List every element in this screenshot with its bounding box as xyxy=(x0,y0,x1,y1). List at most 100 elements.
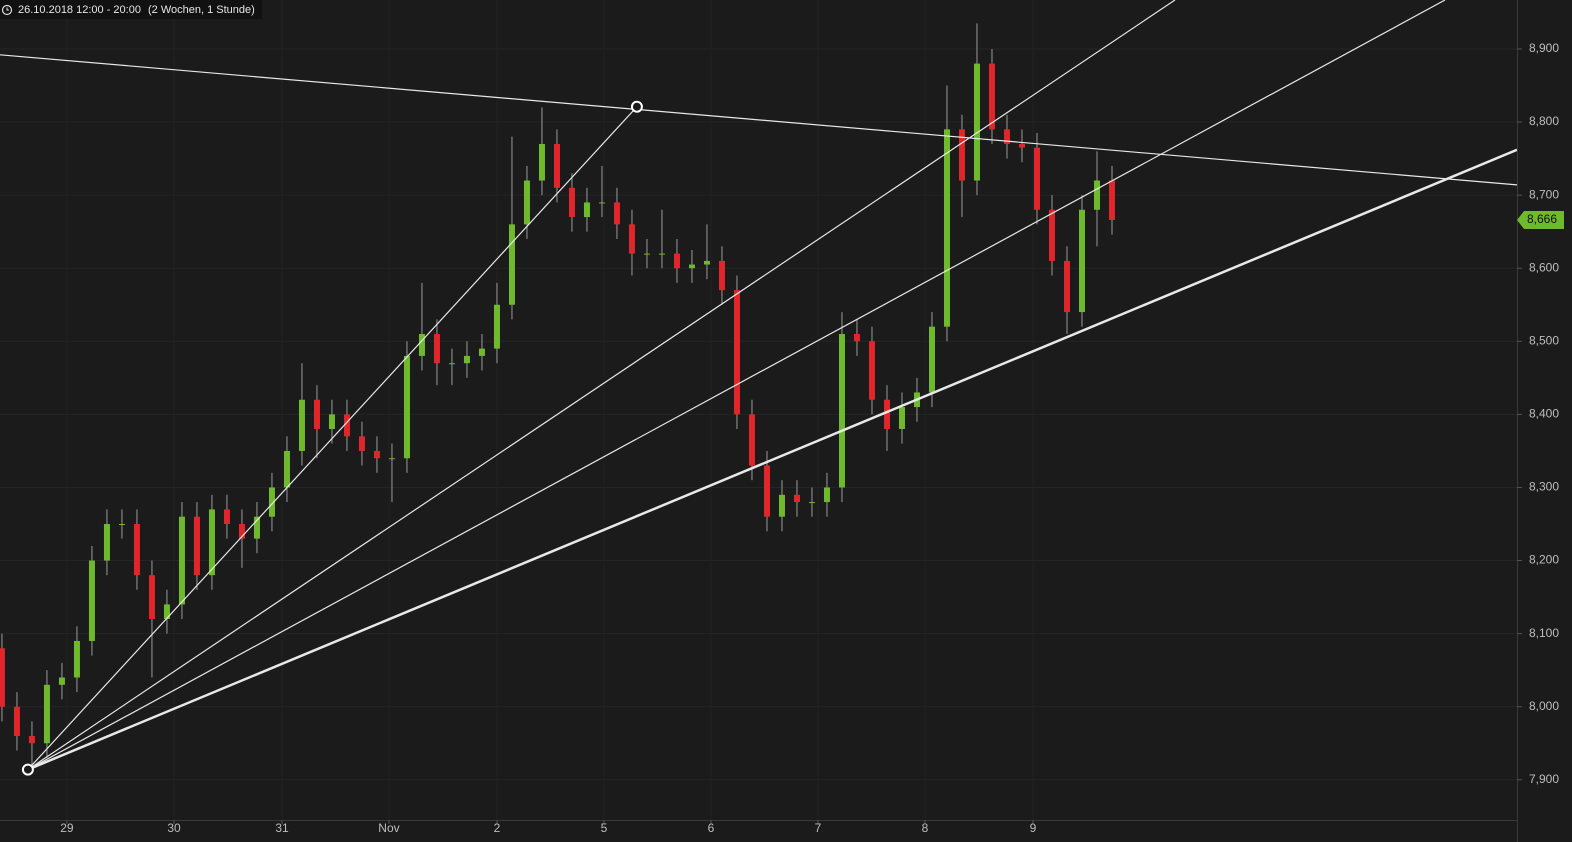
candle-body xyxy=(1108,180,1115,220)
candle-body xyxy=(703,260,710,265)
candle-body xyxy=(418,333,425,356)
candle-body xyxy=(748,414,755,466)
candle-body xyxy=(868,341,875,400)
y-tick-label: 8,000 xyxy=(1529,699,1559,713)
y-tick-label: 8,100 xyxy=(1529,626,1559,640)
candle-body xyxy=(898,407,905,430)
candle-body xyxy=(1048,209,1055,261)
x-tick-label: 5 xyxy=(601,821,608,835)
anchor-point xyxy=(21,763,34,776)
trend-line xyxy=(27,148,1517,771)
y-tick-label: 8,400 xyxy=(1529,407,1559,421)
candle-body xyxy=(1078,209,1085,313)
candle-body xyxy=(43,684,50,744)
chart-title: 26.10.2018 12:00 - 20:00 xyxy=(18,4,141,16)
candle-body xyxy=(523,180,530,225)
candle-body xyxy=(28,735,35,744)
candle-body xyxy=(58,677,65,685)
candle-body xyxy=(553,143,560,188)
candle-body xyxy=(643,253,650,255)
trend-line xyxy=(0,54,1517,186)
clock-icon xyxy=(1,4,13,16)
y-tick-label: 8,800 xyxy=(1529,114,1559,128)
chart-subtitle: (2 Wochen, 1 Stunde) xyxy=(148,4,255,16)
candle-body xyxy=(313,399,320,430)
candle-body xyxy=(658,253,665,255)
candle-body xyxy=(343,414,350,437)
candle-body xyxy=(148,575,155,620)
y-tick-label: 8,500 xyxy=(1529,333,1559,347)
candle-body xyxy=(223,509,230,525)
candle-body xyxy=(778,494,785,517)
candle-body xyxy=(0,648,5,707)
x-tick-label: 7 xyxy=(815,821,822,835)
candle-body xyxy=(1018,143,1025,148)
x-tick-label: 6 xyxy=(708,821,715,835)
candle-body xyxy=(988,63,995,130)
candle-body xyxy=(358,436,365,451)
candle-body xyxy=(883,399,890,430)
clock-hands xyxy=(6,7,9,11)
candle-body xyxy=(478,348,485,356)
candle-body xyxy=(193,516,200,576)
candle-body xyxy=(928,326,935,393)
y-tick-label: 7,900 xyxy=(1529,772,1559,786)
candles xyxy=(0,23,1115,770)
candle-body xyxy=(598,202,605,204)
candle-body xyxy=(568,187,575,218)
x-tick-label: 30 xyxy=(167,821,181,835)
anchor-point xyxy=(630,100,643,113)
candle-body xyxy=(808,502,815,504)
candle-body xyxy=(853,333,860,342)
candle-body xyxy=(613,202,620,225)
last-price-label: 8,666 xyxy=(1527,212,1557,226)
candle-body xyxy=(538,143,545,181)
candle-body xyxy=(718,260,725,291)
candle-body xyxy=(283,450,290,488)
trend-line xyxy=(27,0,1446,771)
candle-body xyxy=(463,355,470,364)
candle-body xyxy=(793,494,800,503)
trend-lines xyxy=(0,0,1517,771)
y-tick-label: 8,700 xyxy=(1529,187,1559,201)
x-tick-label: 31 xyxy=(275,821,289,835)
y-tick-label: 8,300 xyxy=(1529,480,1559,494)
candle-body xyxy=(163,604,170,620)
candle-body xyxy=(508,224,515,305)
x-tick-label: 8 xyxy=(922,821,929,835)
candle-body xyxy=(1033,147,1040,210)
candle-body xyxy=(823,487,830,503)
candle-body xyxy=(1063,260,1070,313)
candle-body xyxy=(73,640,80,678)
candle-body xyxy=(103,524,110,561)
candle-body xyxy=(298,399,305,451)
candle-body xyxy=(583,202,590,218)
candle-body xyxy=(178,516,185,605)
x-tick-label: 9 xyxy=(1030,821,1037,835)
x-tick-label: Nov xyxy=(378,821,399,835)
candle-body xyxy=(433,333,440,364)
y-tick-label: 8,600 xyxy=(1529,260,1559,274)
candle-body xyxy=(373,450,380,459)
candle-body xyxy=(763,465,770,517)
candle-body xyxy=(1093,180,1100,210)
candle-body xyxy=(448,363,455,365)
x-tick-label: 29 xyxy=(60,821,74,835)
grid xyxy=(0,0,1517,820)
candle-body xyxy=(268,487,275,517)
candle-body xyxy=(673,253,680,269)
candle-body xyxy=(958,129,965,181)
y-tick-label: 8,900 xyxy=(1529,41,1559,55)
candle-body xyxy=(13,706,20,736)
candle-body xyxy=(133,524,140,576)
candle-body xyxy=(118,524,125,526)
candle-body xyxy=(1003,129,1010,144)
candle-body xyxy=(943,129,950,327)
candle-body xyxy=(208,509,215,576)
candle-body xyxy=(838,333,845,488)
candle-body xyxy=(628,224,635,254)
candle-body xyxy=(238,524,245,539)
